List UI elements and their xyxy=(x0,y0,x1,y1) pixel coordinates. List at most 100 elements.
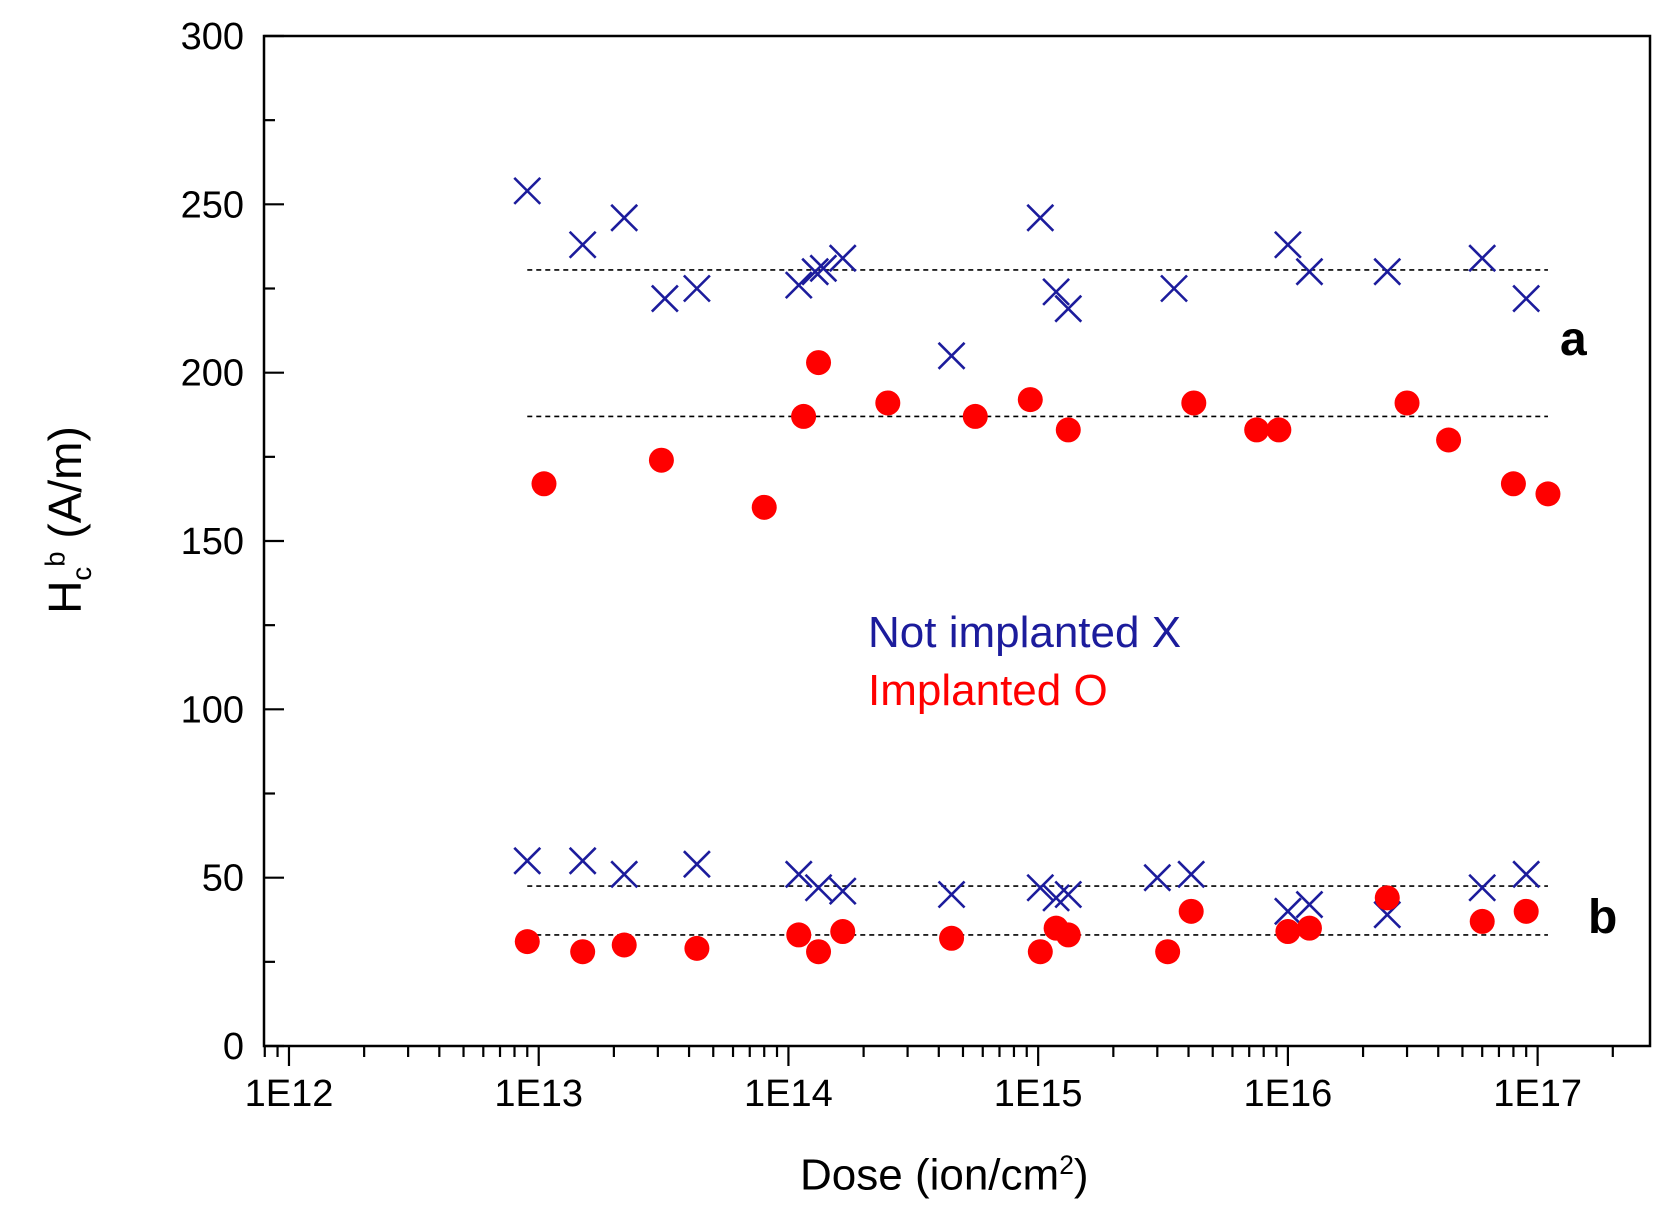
x-marker-stroke xyxy=(1295,257,1324,286)
data-point-a-not-implanted xyxy=(801,257,830,286)
annotation-b: b xyxy=(1588,891,1618,944)
data-point-b-implanted xyxy=(1155,939,1181,965)
data-points xyxy=(513,176,1561,965)
x-marker-stroke xyxy=(809,254,838,283)
y-axis-label-sup: b xyxy=(39,551,71,567)
x-marker-stroke xyxy=(937,880,966,909)
x-marker-stroke xyxy=(784,271,813,300)
data-point-a-implanted xyxy=(1244,417,1270,443)
y-axis-label-base: H xyxy=(39,580,91,614)
data-point-a-not-implanted xyxy=(1054,294,1083,323)
data-point-b-implanted xyxy=(939,925,965,951)
data-point-a-implanted xyxy=(1181,390,1207,416)
x-marker-stroke xyxy=(682,850,711,879)
data-point-a-implanted xyxy=(962,403,988,429)
data-point-b-implanted xyxy=(1178,898,1204,924)
data-point-a-implanted xyxy=(1266,417,1292,443)
x-axis-label-suffix: ) xyxy=(1073,1150,1089,1200)
x-marker-stroke xyxy=(1177,860,1206,889)
data-point-b-not-implanted xyxy=(1468,873,1497,902)
data-point-b-implanted xyxy=(570,939,596,965)
data-point-a-not-implanted xyxy=(513,176,542,205)
data-point-a-implanted xyxy=(751,494,777,520)
data-point-b-implanted xyxy=(1469,908,1495,934)
axis-ticks: 0 50 100 150 200 250 300 1E12 1E13 1E14 1E15 1E16 1E… xyxy=(181,16,1614,1115)
data-point-b-not-implanted xyxy=(682,850,711,879)
data-point-b-implanted xyxy=(830,919,856,945)
data-point-b-not-implanted xyxy=(828,877,857,906)
y-tick-label: 0 xyxy=(223,1026,244,1068)
data-point-b-implanted xyxy=(684,935,710,961)
x-tick-label: 1E13 xyxy=(494,1073,583,1115)
data-point-b-not-implanted xyxy=(1054,880,1083,909)
data-point-b-not-implanted xyxy=(1273,897,1302,926)
x-marker-stroke xyxy=(610,203,639,232)
data-point-a-not-implanted xyxy=(1468,244,1497,273)
data-point-a-not-implanted xyxy=(610,203,639,232)
data-point-b-not-implanted xyxy=(513,846,542,875)
y-axis-label-sub: c xyxy=(66,566,98,581)
x-marker-stroke xyxy=(650,284,679,313)
data-point-a-implanted xyxy=(531,471,557,497)
data-point-a-implanted xyxy=(1436,427,1462,453)
y-tick-label: 50 xyxy=(202,858,244,900)
data-point-b-not-implanted xyxy=(784,860,813,889)
x-marker-stroke xyxy=(804,873,833,902)
x-marker-stroke xyxy=(1042,277,1071,306)
data-point-b-implanted xyxy=(1513,898,1539,924)
x-tick-label: 1E14 xyxy=(744,1073,833,1115)
data-point-a-not-implanted xyxy=(1273,230,1302,259)
data-point-a-not-implanted xyxy=(784,271,813,300)
data-point-b-not-implanted xyxy=(1295,890,1324,919)
data-point-a-not-implanted xyxy=(937,341,966,370)
y-tick-label: 300 xyxy=(181,16,244,58)
data-point-a-not-implanted xyxy=(1295,257,1324,286)
legend-not-implanted: Not implanted X xyxy=(868,608,1182,657)
plot-frame xyxy=(262,34,1652,1048)
data-point-a-not-implanted xyxy=(650,284,679,313)
x-marker-stroke xyxy=(1512,284,1541,313)
x-tick-label: 1E12 xyxy=(245,1073,334,1115)
x-marker-stroke xyxy=(1373,257,1402,286)
data-point-b-implanted xyxy=(611,932,637,958)
data-point-a-implanted xyxy=(806,350,832,376)
x-marker-stroke xyxy=(1512,860,1541,889)
data-point-b-implanted xyxy=(1055,922,1081,948)
data-point-b-not-implanted xyxy=(1143,863,1172,892)
x-axis-label-sup: 2 xyxy=(1059,1150,1074,1180)
data-point-b-not-implanted xyxy=(568,846,597,875)
x-marker-stroke xyxy=(801,257,830,286)
x-marker-stroke xyxy=(682,274,711,303)
y-tick-label: 200 xyxy=(181,353,244,395)
x-marker-stroke xyxy=(568,846,597,875)
data-point-a-implanted xyxy=(875,390,901,416)
data-point-b-not-implanted xyxy=(1177,860,1206,889)
x-marker-stroke xyxy=(828,244,857,273)
data-point-a-not-implanted xyxy=(682,274,711,303)
x-tick-label: 1E15 xyxy=(994,1073,1083,1115)
x-marker-stroke xyxy=(610,860,639,889)
data-point-a-implanted xyxy=(1535,481,1561,507)
data-point-a-implanted xyxy=(791,403,817,429)
y-tick-label: 150 xyxy=(181,521,244,563)
data-point-a-not-implanted xyxy=(1042,277,1071,306)
data-point-a-not-implanted xyxy=(1512,284,1541,313)
data-point-b-implanted xyxy=(1275,919,1301,945)
x-marker-stroke xyxy=(1273,230,1302,259)
x-marker-stroke xyxy=(1054,294,1083,323)
x-marker-stroke xyxy=(1054,880,1083,909)
x-marker-stroke xyxy=(784,860,813,889)
y-axis-label: Hcb (A/m) xyxy=(38,426,98,614)
x-marker-stroke xyxy=(1026,203,1055,232)
data-point-a-implanted xyxy=(1394,390,1420,416)
data-point-b-not-implanted xyxy=(1026,873,1055,902)
x-axis-label-prefix: Dose (ion/cm xyxy=(800,1150,1060,1200)
x-marker-stroke xyxy=(1160,274,1188,303)
x-marker-stroke xyxy=(1468,873,1497,902)
data-point-b-not-implanted xyxy=(610,860,639,889)
data-point-a-not-implanted xyxy=(1160,274,1188,303)
data-point-a-implanted xyxy=(648,447,674,473)
annotation-a: a xyxy=(1560,313,1587,366)
y-axis-label-units: (A/m) xyxy=(39,426,91,539)
